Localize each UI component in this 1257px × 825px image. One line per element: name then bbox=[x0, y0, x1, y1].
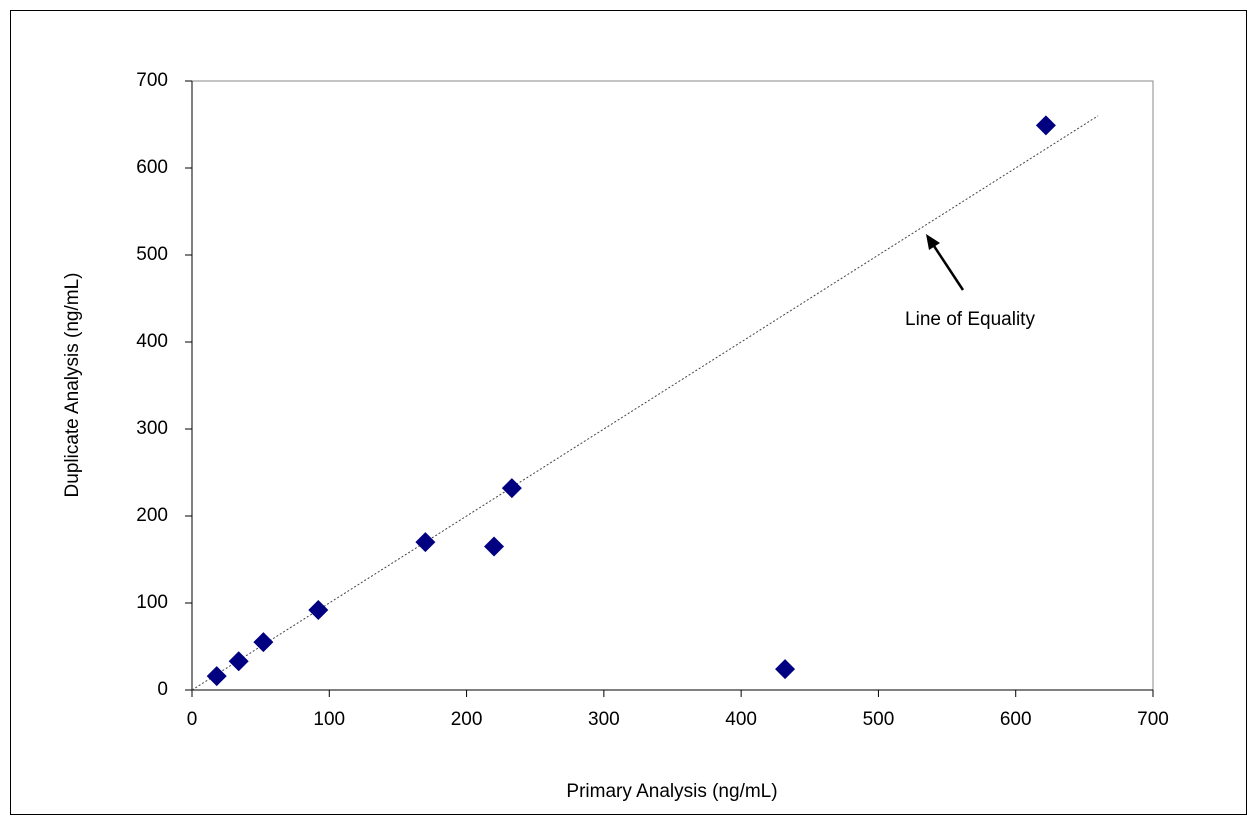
data-point bbox=[775, 659, 796, 680]
equality-line bbox=[191, 115, 1099, 691]
x-tick-label: 100 bbox=[313, 709, 345, 730]
data-point bbox=[228, 651, 249, 672]
y-tick-label: 600 bbox=[136, 157, 168, 178]
data-point bbox=[253, 632, 274, 653]
x-axis-title: Primary Analysis (ng/mL) bbox=[566, 781, 777, 802]
data-point bbox=[501, 478, 522, 499]
y-tick-label: 0 bbox=[157, 679, 168, 700]
y-tick-label: 300 bbox=[136, 418, 168, 439]
y-tick-label: 500 bbox=[136, 244, 168, 265]
x-tick-label: 600 bbox=[1000, 709, 1032, 730]
annotation-arrow bbox=[930, 242, 965, 291]
x-tick-label: 200 bbox=[451, 709, 483, 730]
annotation: Line of Equality bbox=[905, 309, 1035, 330]
data-point bbox=[415, 532, 436, 553]
chart-frame bbox=[10, 10, 1247, 815]
data-point bbox=[206, 666, 227, 687]
arrow-head bbox=[926, 234, 940, 250]
x-tick-label: 500 bbox=[863, 709, 895, 730]
data-point bbox=[308, 599, 329, 620]
x-tick-label: 400 bbox=[725, 709, 757, 730]
x-tick-label: 300 bbox=[588, 709, 620, 730]
data-point bbox=[484, 536, 505, 557]
data-point bbox=[1035, 115, 1056, 136]
y-axis-title: Duplicate Analysis (ng/mL) bbox=[62, 273, 83, 498]
y-tick-label: 100 bbox=[136, 592, 168, 613]
x-tick-label: 700 bbox=[1137, 709, 1169, 730]
y-tick-label: 700 bbox=[136, 70, 168, 91]
x-tick-label: 0 bbox=[187, 709, 198, 730]
y-tick-label: 200 bbox=[136, 505, 168, 526]
y-tick-label: 400 bbox=[136, 331, 168, 352]
